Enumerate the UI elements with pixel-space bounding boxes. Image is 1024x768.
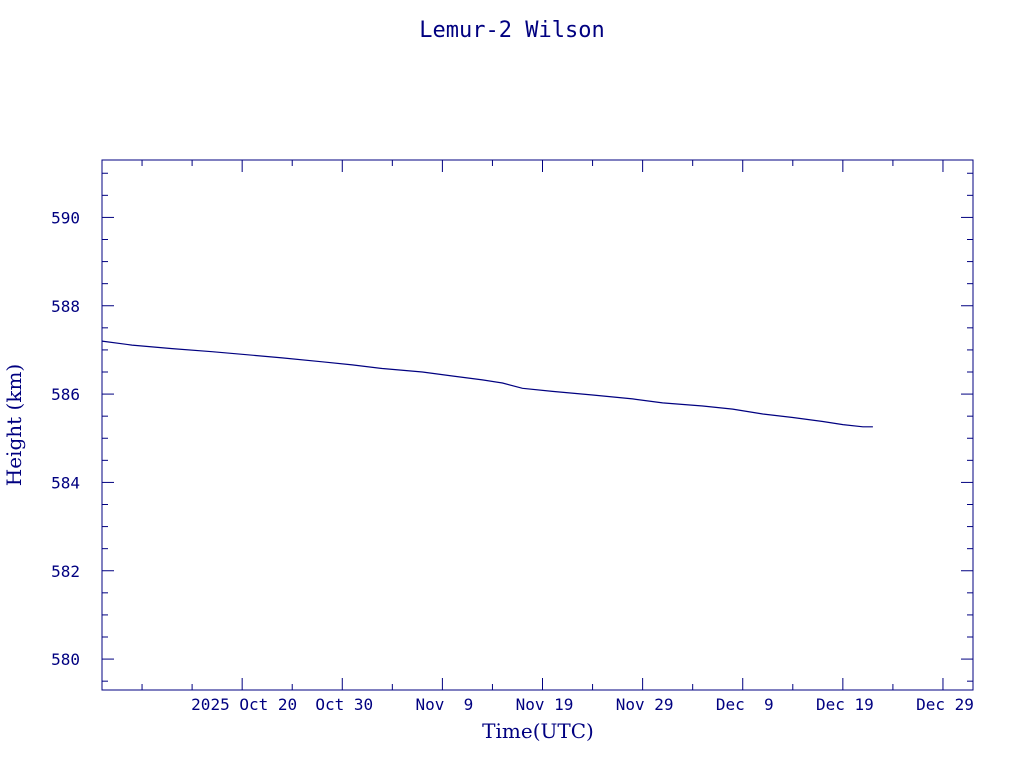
x-axis-label: Time(UTC) — [482, 719, 594, 743]
chart-title: Lemur-2 Wilson — [419, 18, 604, 43]
series-layer — [101, 340, 873, 428]
x-tick-label: 2025 Oct 20 — [191, 695, 297, 714]
y-axis-label: Height (km) — [2, 364, 26, 486]
x-tick-label: Dec 19 — [816, 695, 874, 714]
y-tick-label: 590 — [51, 208, 80, 227]
x-tick-label: Nov 9 — [415, 695, 473, 714]
y-tick-label: 586 — [51, 385, 80, 404]
x-axis: 2025 Oct 20 Oct 30 Nov 9 Nov 19 Nov 29 Dec 9 D… — [141, 160, 974, 714]
y-tick-label: 582 — [51, 562, 80, 581]
y-axis: 580 582 584 586 588 590 — [51, 172, 973, 682]
x-tick-label: Dec 29 — [916, 695, 974, 714]
y-tick-label: 588 — [51, 297, 80, 316]
x-tick-label: Nov 29 — [616, 695, 674, 714]
x-tick-label: Nov 19 — [516, 695, 574, 714]
y-tick-label: 584 — [51, 473, 80, 492]
series-line-0 — [101, 340, 873, 428]
x-tick-label: Dec 9 — [716, 695, 774, 714]
x-tick-label: Oct 30 — [315, 695, 373, 714]
plot-frame — [101, 159, 974, 691]
y-tick-label: 580 — [51, 650, 80, 669]
